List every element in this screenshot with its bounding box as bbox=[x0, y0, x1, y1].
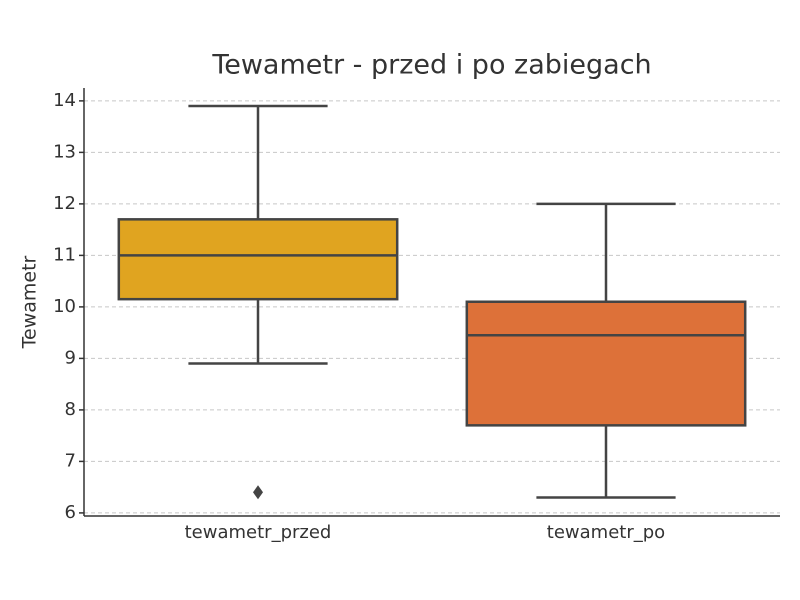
outlier bbox=[253, 485, 263, 500]
y-tick-label: 14 bbox=[53, 90, 76, 111]
y-tick-label: 8 bbox=[65, 399, 76, 420]
box bbox=[117, 218, 399, 301]
y-tick-label: 13 bbox=[53, 141, 76, 162]
y-tick-label: 12 bbox=[53, 193, 76, 214]
chart-title: Tewametr - przed i po zabiegach bbox=[211, 50, 651, 81]
x-tick-label: tewametr_po bbox=[547, 522, 665, 543]
box bbox=[465, 300, 747, 427]
y-tick-label: 10 bbox=[53, 296, 76, 317]
y-axis-label: Tewametr bbox=[19, 255, 41, 349]
y-tick-label: 9 bbox=[65, 347, 76, 368]
y-tick-label: 11 bbox=[53, 244, 76, 265]
x-tick-label: tewametr_przed bbox=[185, 522, 332, 543]
y-tick-label: 6 bbox=[65, 502, 76, 523]
y-tick-label: 7 bbox=[65, 450, 76, 471]
